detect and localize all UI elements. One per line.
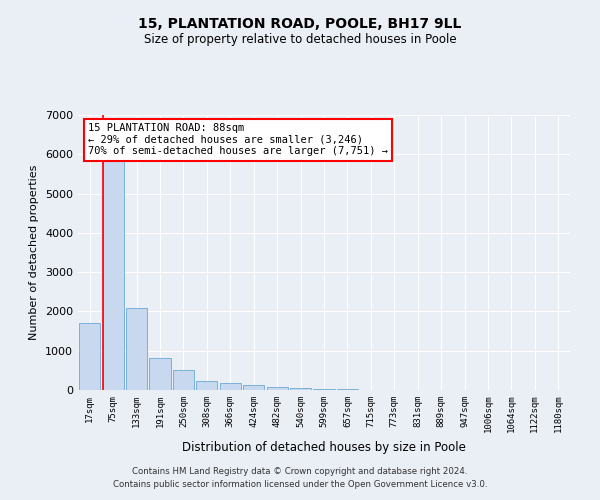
Text: 15 PLANTATION ROAD: 88sqm
← 29% of detached houses are smaller (3,246)
70% of se: 15 PLANTATION ROAD: 88sqm ← 29% of detac… [88, 123, 388, 156]
Bar [290, 388, 311, 390]
Bar [266, 387, 287, 390]
Bar [149, 358, 170, 390]
Bar [313, 388, 335, 390]
Bar [220, 382, 241, 390]
Text: Contains HM Land Registry data © Crown copyright and database right 2024.: Contains HM Land Registry data © Crown c… [132, 467, 468, 476]
Text: Size of property relative to detached houses in Poole: Size of property relative to detached ho… [143, 32, 457, 46]
Bar [79, 323, 100, 390]
Text: Contains public sector information licensed under the Open Government Licence v3: Contains public sector information licen… [113, 480, 487, 489]
X-axis label: Distribution of detached houses by size in Poole: Distribution of detached houses by size … [182, 441, 466, 454]
Bar [126, 308, 147, 390]
Bar [243, 386, 264, 390]
Bar [103, 146, 124, 390]
Bar [196, 380, 217, 390]
Y-axis label: Number of detached properties: Number of detached properties [29, 165, 40, 340]
Bar [173, 370, 194, 390]
Text: 15, PLANTATION ROAD, POOLE, BH17 9LL: 15, PLANTATION ROAD, POOLE, BH17 9LL [139, 18, 461, 32]
Bar [337, 389, 358, 390]
